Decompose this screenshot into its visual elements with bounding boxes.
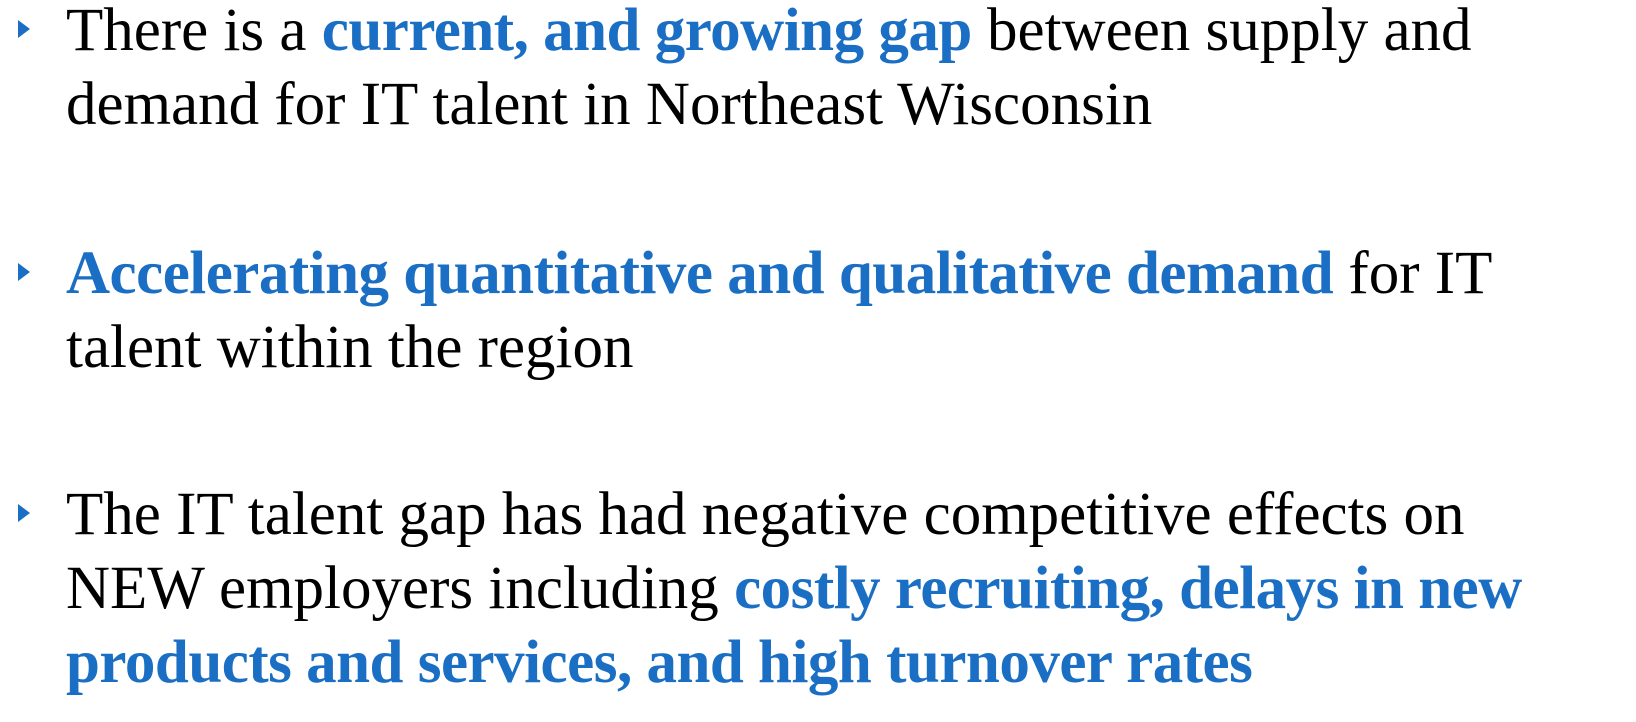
text: between supply and demand for IT talent … xyxy=(66,0,1472,138)
emphasized-text: Accelerating quantitative and qualitativ… xyxy=(66,240,1334,307)
emphasized-text: costly recruiting, delays in new product… xyxy=(66,555,1522,696)
emphasized-text: current, and growing gap xyxy=(321,0,973,64)
text: There is a xyxy=(66,0,322,64)
bullet-item: The IT talent gap has had negative compe… xyxy=(18,478,1586,700)
bullet-item: There is a current, and growing gap betw… xyxy=(18,0,1586,142)
text: The IT talent gap has had negative compe… xyxy=(66,481,1465,622)
bullet-item: Accelerating quantitative and qualitativ… xyxy=(18,237,1586,385)
text: for IT talent within the region xyxy=(66,240,1492,381)
